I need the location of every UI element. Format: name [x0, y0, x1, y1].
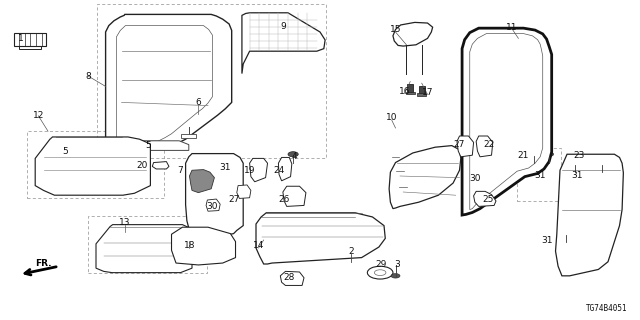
Text: 8: 8	[86, 72, 91, 81]
Circle shape	[208, 218, 221, 224]
Text: 16: 16	[399, 87, 410, 96]
Polygon shape	[417, 93, 426, 96]
Circle shape	[545, 152, 554, 156]
Text: 10: 10	[386, 113, 397, 122]
Bar	[97, 4, 326, 158]
Text: 27: 27	[454, 140, 465, 149]
Text: 13: 13	[119, 218, 131, 227]
Text: 12: 12	[33, 111, 44, 120]
Polygon shape	[256, 213, 385, 264]
Text: 5: 5	[63, 147, 68, 156]
Polygon shape	[172, 227, 236, 265]
Polygon shape	[237, 185, 251, 198]
Polygon shape	[189, 170, 214, 193]
Circle shape	[122, 188, 131, 193]
Polygon shape	[96, 225, 192, 273]
Circle shape	[121, 266, 130, 270]
Polygon shape	[407, 84, 413, 92]
Polygon shape	[106, 14, 232, 147]
Text: 9: 9	[280, 22, 285, 31]
Circle shape	[570, 161, 579, 165]
Circle shape	[597, 161, 606, 165]
Circle shape	[560, 229, 573, 235]
Text: 24: 24	[273, 166, 285, 175]
Text: TG74B4051: TG74B4051	[586, 304, 627, 313]
Text: 1: 1	[18, 34, 23, 43]
Text: 7: 7	[178, 166, 183, 175]
Text: 29: 29	[376, 260, 387, 269]
Circle shape	[195, 163, 208, 170]
Text: 30: 30	[207, 202, 218, 211]
Bar	[517, 148, 561, 201]
Text: 15: 15	[390, 25, 401, 34]
Text: 26: 26	[278, 195, 290, 204]
Text: FR.: FR.	[35, 259, 52, 268]
Polygon shape	[181, 134, 196, 138]
Circle shape	[214, 195, 227, 202]
Circle shape	[154, 268, 163, 273]
Polygon shape	[280, 271, 304, 285]
Polygon shape	[250, 158, 268, 182]
Text: 6: 6	[196, 98, 201, 107]
Polygon shape	[476, 136, 493, 157]
Text: 19: 19	[244, 166, 255, 175]
Bar	[88, 216, 207, 273]
Text: 22: 22	[483, 140, 495, 149]
Text: 4: 4	[292, 152, 297, 161]
Polygon shape	[556, 154, 623, 276]
Polygon shape	[112, 141, 189, 150]
Polygon shape	[393, 22, 433, 46]
Text: 25: 25	[482, 195, 493, 204]
Polygon shape	[389, 146, 461, 209]
Polygon shape	[186, 154, 243, 237]
Text: 31: 31	[572, 171, 583, 180]
Text: 20: 20	[136, 161, 148, 170]
Text: 31: 31	[541, 236, 552, 245]
Polygon shape	[242, 13, 325, 74]
Text: 30: 30	[469, 174, 481, 183]
Polygon shape	[457, 136, 474, 157]
Polygon shape	[278, 157, 292, 181]
Text: 14: 14	[253, 241, 264, 250]
Text: 11: 11	[506, 23, 518, 32]
Polygon shape	[462, 28, 552, 215]
Circle shape	[65, 180, 74, 185]
Text: 31: 31	[534, 171, 546, 180]
Circle shape	[192, 253, 205, 259]
Text: 31: 31	[220, 163, 231, 172]
Text: 2: 2	[348, 247, 353, 256]
Polygon shape	[152, 162, 169, 169]
Text: 18: 18	[184, 241, 195, 250]
Bar	[27, 131, 164, 198]
Polygon shape	[283, 186, 306, 206]
Text: 3: 3	[394, 260, 399, 269]
Circle shape	[288, 152, 298, 157]
Text: 17: 17	[422, 88, 433, 97]
Polygon shape	[35, 137, 150, 195]
Text: 21: 21	[518, 151, 529, 160]
Polygon shape	[406, 92, 415, 94]
Text: 28: 28	[284, 273, 295, 282]
Circle shape	[95, 185, 104, 189]
Polygon shape	[474, 191, 496, 206]
Text: 23: 23	[573, 151, 584, 160]
Text: 5: 5	[146, 141, 151, 150]
Circle shape	[530, 152, 539, 156]
Circle shape	[280, 167, 289, 171]
Circle shape	[391, 274, 400, 278]
Circle shape	[253, 167, 264, 172]
Polygon shape	[419, 86, 425, 93]
Circle shape	[468, 173, 481, 180]
Polygon shape	[206, 199, 220, 211]
Text: 27: 27	[228, 196, 240, 204]
Circle shape	[345, 248, 356, 254]
